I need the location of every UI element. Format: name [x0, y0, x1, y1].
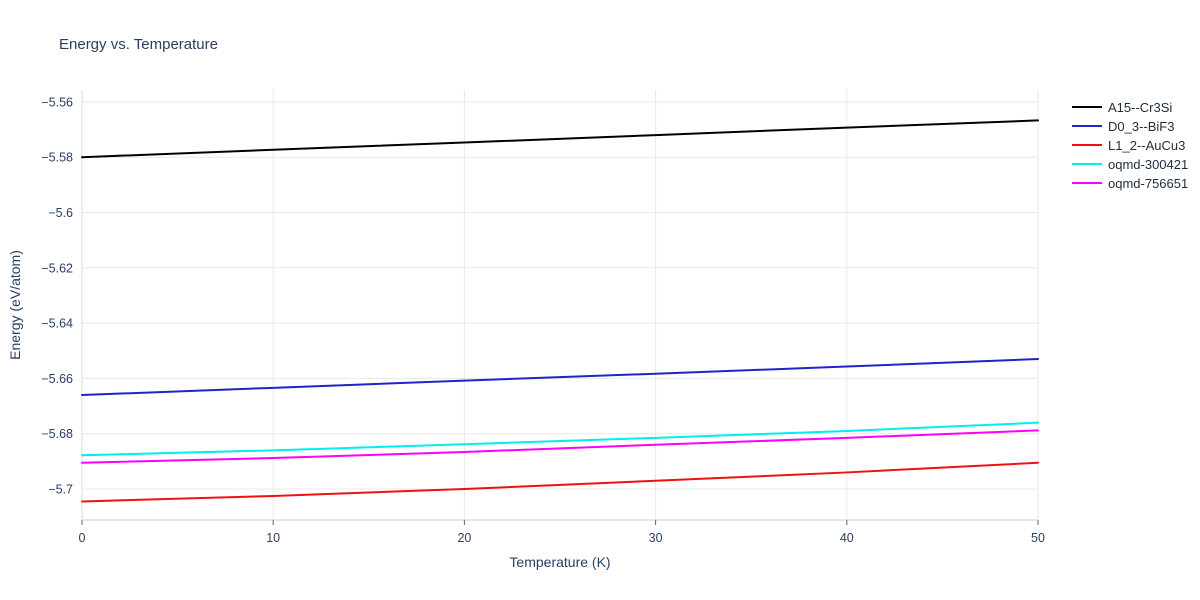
y-axis-title: Energy (eV/atom)	[7, 250, 23, 360]
legend: A15--Cr3Si D0_3--BiF3 L1_2--AuCu3 oqmd-3004…	[1072, 99, 1189, 191]
legend-label: A15--Cr3Si	[1108, 99, 1173, 115]
series-line-oqmd-756651	[81, 429, 1039, 464]
x-tick-label: 0	[79, 531, 86, 545]
chart-title: Energy vs. Temperature	[59, 36, 218, 53]
legend-item[interactable]: A15--Cr3Si	[1072, 99, 1188, 115]
y-tick-label: −5.6	[48, 206, 73, 220]
legend-item[interactable]: oqmd-756651	[1072, 175, 1189, 191]
legend-line-swatch	[1072, 125, 1102, 127]
y-tick-label: −5.7	[48, 483, 73, 497]
series-line-D0_3--BiF3	[81, 358, 1039, 397]
y-tick-label: −5.56	[41, 95, 73, 109]
legend-label: L1_2--AuCu3	[1108, 137, 1186, 153]
x-tick-label: 40	[840, 531, 854, 545]
y-tick-label: −5.62	[41, 261, 73, 275]
series-line-oqmd-300421	[81, 421, 1039, 457]
legend-line-swatch	[1072, 106, 1102, 108]
legend-line-swatch	[1072, 182, 1102, 184]
legend-item[interactable]: L1_2--AuCu3	[1072, 137, 1188, 153]
x-tick-label: 20	[457, 531, 471, 545]
y-tick-label: −5.58	[41, 151, 73, 165]
y-tick-label: −5.64	[41, 317, 73, 331]
series-line-L1_2--AuCu3	[81, 461, 1039, 503]
series-line-A15--Cr3Si	[81, 119, 1039, 159]
legend-line-swatch	[1072, 144, 1102, 146]
y-tick-label: −5.66	[41, 372, 73, 386]
legend-item[interactable]: oqmd-300421	[1072, 156, 1189, 172]
x-axis-title: Temperature (K)	[509, 554, 611, 570]
y-tick-label: −5.68	[41, 427, 73, 441]
legend-line-swatch	[1072, 163, 1102, 165]
legend-label: D0_3--BiF3	[1108, 118, 1175, 134]
legend-label: oqmd-756651	[1108, 175, 1189, 191]
x-tick-label: 50	[1031, 531, 1045, 545]
x-tick-label: 10	[266, 531, 280, 545]
legend-label: oqmd-300421	[1108, 156, 1189, 172]
legend-item[interactable]: D0_3--BiF3	[1072, 118, 1188, 134]
x-tick-label: 30	[649, 531, 663, 545]
